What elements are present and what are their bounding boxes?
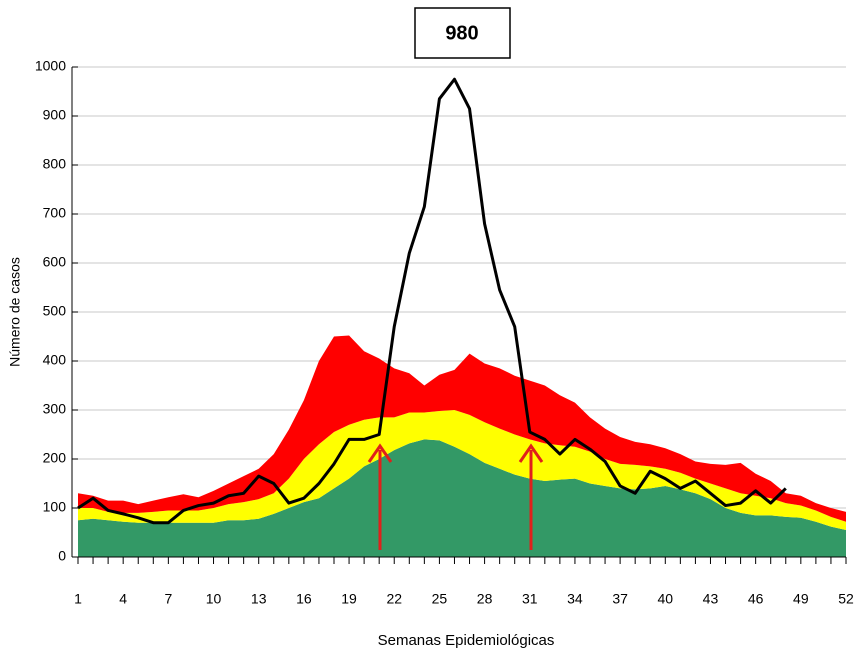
x-tick-label: 16 — [296, 591, 312, 607]
y-tick-label: 700 — [43, 205, 67, 221]
x-tick-label: 52 — [838, 591, 854, 607]
y-tick-label: 1000 — [35, 58, 66, 74]
chart: 0 100 200 300 400 500 600 700 800 900 1000 1 4 7 10 13 1… — [0, 0, 856, 659]
x-tick-label: 49 — [793, 591, 809, 607]
x-tick-label: 13 — [251, 591, 267, 607]
x-tick-label: 37 — [612, 591, 628, 607]
y-tick-label: 800 — [43, 156, 67, 172]
x-tick-label: 28 — [477, 591, 493, 607]
y-tick-label: 600 — [43, 254, 67, 270]
y-axis-title: Número de casos — [7, 257, 23, 367]
x-tick-label: 7 — [164, 591, 172, 607]
y-tick-label: 900 — [43, 107, 67, 123]
background — [0, 0, 856, 659]
y-tick-label: 300 — [43, 401, 67, 417]
x-tick-label: 43 — [703, 591, 719, 607]
y-tick-label: 0 — [58, 548, 66, 564]
x-tick-label: 4 — [119, 591, 127, 607]
x-tick-label: 31 — [522, 591, 538, 607]
y-tick-label: 200 — [43, 450, 67, 466]
x-tick-label: 34 — [567, 591, 583, 607]
x-tick-label: 46 — [748, 591, 764, 607]
x-tick-label: 25 — [432, 591, 448, 607]
y-tick-label: 100 — [43, 499, 67, 515]
y-tick-label: 500 — [43, 303, 67, 319]
annotation: 980 — [445, 22, 478, 44]
x-tick-label: 10 — [206, 591, 222, 607]
x-tick-label: 19 — [341, 591, 357, 607]
x-tick-label: 40 — [658, 591, 674, 607]
x-tick-label: 22 — [386, 591, 402, 607]
x-axis-title: Semanas Epidemiológicas — [378, 632, 555, 649]
y-tick-label: 400 — [43, 352, 67, 368]
x-tick-label: 1 — [74, 591, 82, 607]
